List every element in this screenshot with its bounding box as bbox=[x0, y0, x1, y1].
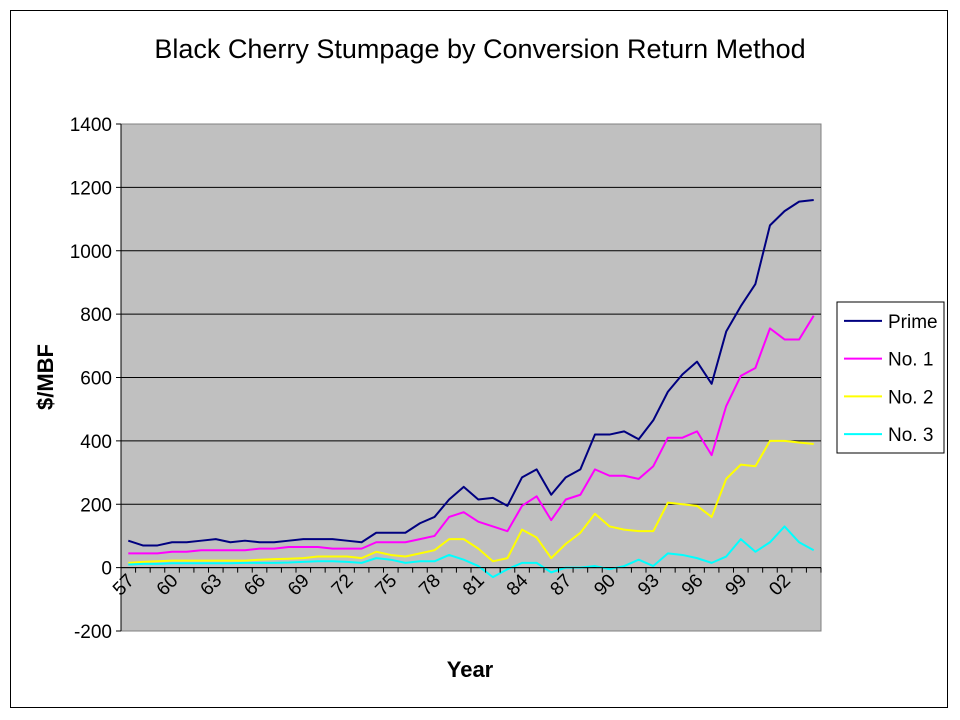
x-axis bbox=[120, 567, 822, 573]
legend-box bbox=[836, 301, 945, 454]
y-axis bbox=[116, 123, 122, 632]
y-tick-label: 400 bbox=[80, 432, 112, 453]
y-tick-label: 1000 bbox=[70, 242, 112, 263]
series-line-1 bbox=[127, 199, 814, 547]
y-tick-label: 200 bbox=[80, 495, 112, 516]
series-lines bbox=[127, 199, 815, 579]
y-tick-label: 1400 bbox=[70, 115, 112, 136]
y-tick-label: 1200 bbox=[70, 178, 112, 199]
legend: Prime No. 1 No. 2 No. 3 bbox=[836, 301, 945, 454]
plot-area bbox=[116, 123, 822, 632]
legend-label: No. 2 bbox=[888, 387, 933, 408]
chart-title: Black Cherry Stumpage by Conversion Retu… bbox=[154, 34, 805, 64]
legend-label: Prime bbox=[888, 312, 938, 333]
chart-svg: Black Cherry Stumpage by Conversion Retu… bbox=[33, 34, 945, 682]
y-tick-labels: -200 0 200 400 600 800 1000 1200 1400 bbox=[70, 115, 112, 643]
legend-label: No. 1 bbox=[888, 350, 933, 371]
series-line-2 bbox=[128, 315, 815, 555]
chart-frame: Black Cherry Stumpage by Conversion Retu… bbox=[10, 10, 948, 708]
series-line-3 bbox=[128, 439, 814, 564]
y-tick-label: -200 bbox=[74, 622, 112, 643]
x-axis-title: Year bbox=[447, 657, 494, 682]
y-tick-label: 600 bbox=[80, 369, 112, 390]
y-tick-label: 0 bbox=[101, 559, 112, 580]
y-tick-label: 800 bbox=[80, 305, 112, 326]
series-line-4 bbox=[128, 525, 815, 579]
legend-label: No. 3 bbox=[888, 425, 933, 446]
y-axis-title: $/MBF bbox=[33, 344, 58, 410]
